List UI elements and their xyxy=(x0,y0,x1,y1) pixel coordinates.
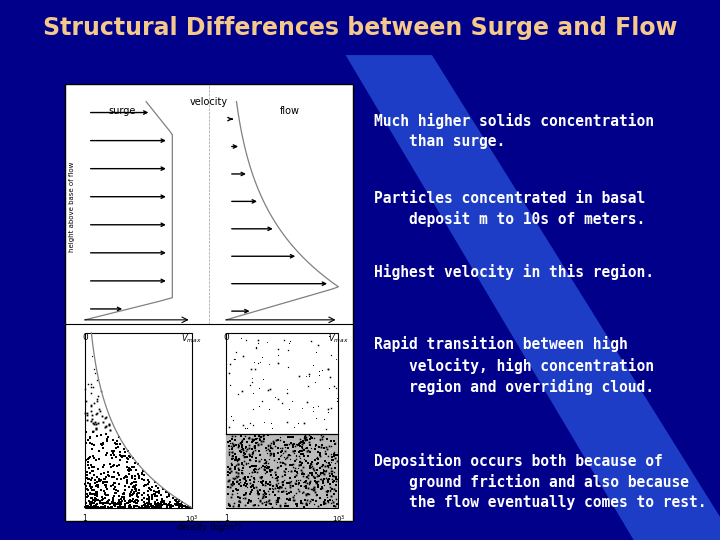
Text: velocity: velocity xyxy=(190,97,228,107)
Text: Structural Differences between Surge and Flow: Structural Differences between Surge and… xyxy=(42,16,678,39)
Text: $10^3$: $10^3$ xyxy=(184,514,199,525)
Bar xyxy=(226,333,338,508)
Text: Highest velocity in this region.: Highest velocity in this region. xyxy=(374,264,654,280)
Bar xyxy=(226,434,338,508)
Text: $V_{max}$: $V_{max}$ xyxy=(181,333,202,346)
Bar xyxy=(85,333,192,508)
Text: height above base of flow: height above base of flow xyxy=(69,161,75,252)
Text: Particles concentrated in basal
    deposit m to 10s of meters.: Particles concentrated in basal deposit … xyxy=(374,191,646,227)
Text: Much higher solids concentration
    than surge.: Much higher solids concentration than su… xyxy=(374,113,654,149)
Text: $V_{max}$: $V_{max}$ xyxy=(328,333,348,346)
Text: Deposition occurs both because of
    ground friction and also because
    the f: Deposition occurs both because of ground… xyxy=(374,453,707,510)
Text: 0: 0 xyxy=(223,333,229,342)
Text: 0: 0 xyxy=(82,333,88,342)
Text: flow: flow xyxy=(279,106,300,116)
Text: density (kg/m$^2$): density (kg/m$^2$) xyxy=(176,521,242,535)
Polygon shape xyxy=(346,55,720,540)
Text: Rapid transition between high
    velocity, high concentration
    region and ov: Rapid transition between high velocity, … xyxy=(374,336,654,395)
Text: 1: 1 xyxy=(83,514,87,523)
Text: $10^3$: $10^3$ xyxy=(331,514,346,525)
Text: surge: surge xyxy=(109,106,136,116)
Bar xyxy=(65,84,353,521)
Text: 1: 1 xyxy=(224,514,228,523)
